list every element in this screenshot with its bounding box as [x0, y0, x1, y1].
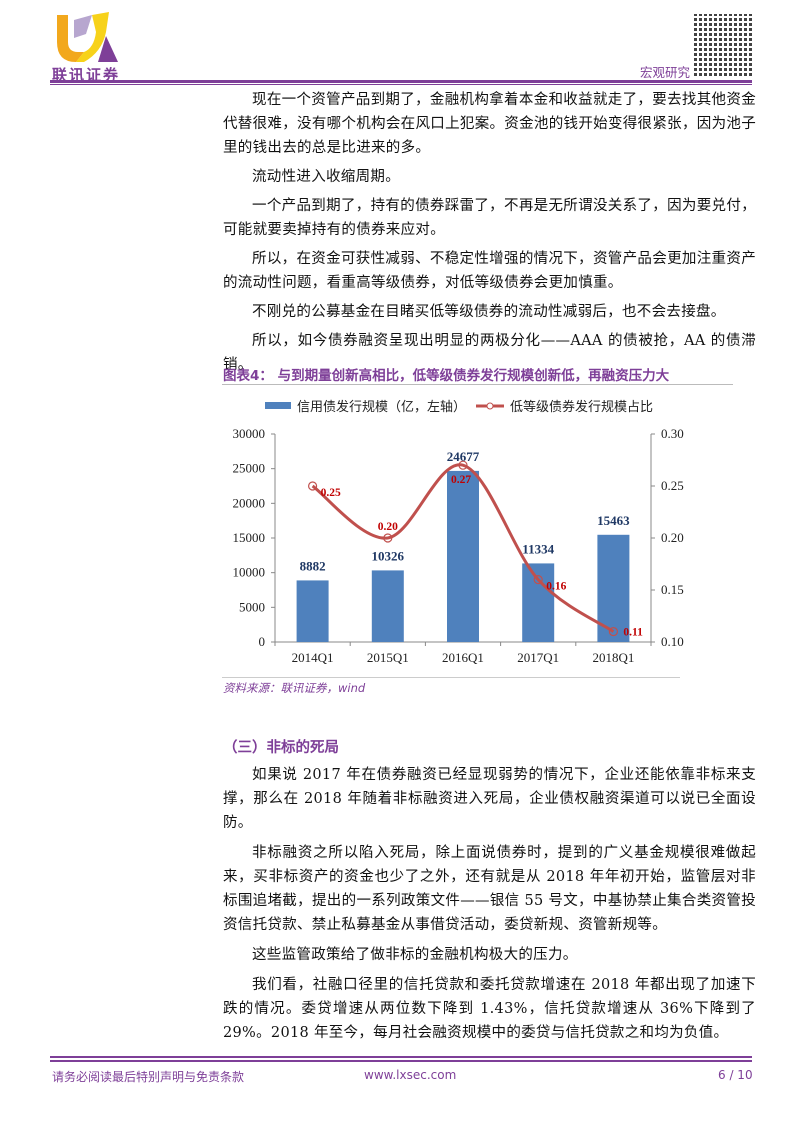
footer-disclaimer: 请务必阅读最后特别声明与免责条款	[52, 1070, 245, 1084]
x-tick-label: 2016Q1	[442, 650, 484, 665]
line-series	[311, 463, 615, 633]
paragraph: 我们看，社融口径里的信托贷款和委托贷款增速在 2018 年都出现了加速下跌的情况…	[223, 977, 756, 1041]
right-tick-label: 0.25	[661, 478, 684, 493]
x-tick-label: 2015Q1	[367, 650, 409, 665]
line-point	[458, 460, 468, 470]
x-tick-label: 2017Q1	[517, 650, 559, 665]
figure-title-rule	[222, 384, 733, 385]
company-logo	[54, 12, 118, 62]
paragraph: 这些监管政策给了做非标的金融机构极大的压力。	[252, 947, 578, 963]
line-data-label: 0.16	[546, 581, 566, 593]
paragraph: 不刚兑的公募基金在目睹买低等级债券的流动性减弱后，也不会去接盘。	[252, 304, 726, 320]
right-tick-label: 0.20	[661, 530, 684, 545]
paragraph: 流动性进入收缩周期。	[252, 169, 400, 185]
section-label: 宏观研究	[640, 65, 691, 80]
bar-data-label: 10326	[372, 548, 405, 563]
line-data-label: 0.25	[321, 487, 341, 499]
bar-data-label: 24677	[447, 449, 480, 464]
bar-data-label: 8882	[300, 558, 326, 573]
footer-page-number: 6 / 10	[718, 1068, 753, 1082]
section-heading: （三）非标的死局	[223, 740, 339, 756]
section-body: 如果说 2017 年在债券融资已经显现弱势的情况下，企业还能依靠非标来支撑，那么…	[223, 763, 756, 1051]
paragraph: 现在一个资管产品到期了，金融机构拿着本金和收益就走了，要去找其他资金代替很难，没…	[223, 92, 756, 156]
x-tick-label: 2014Q1	[292, 650, 334, 665]
body-top: 现在一个资管产品到期了，金融机构拿着本金和收益就走了，要去找其他资金代替很难，没…	[223, 88, 756, 382]
figure-title: 图表4： 与到期量创新高相比，低等级债券发行规模创新低，再融资压力大	[223, 368, 670, 384]
footer-divider	[50, 1056, 752, 1058]
bar	[296, 580, 329, 642]
bar	[522, 563, 555, 642]
paragraph: 所以，如今债券融资呈现出明显的两极分化——AAA 的债被抢，AA 的债滞销。	[223, 333, 756, 373]
line-point	[308, 481, 318, 491]
paragraph: 如果说 2017 年在债券融资已经显现弱势的情况下，企业还能依靠非标来支撑，那么…	[223, 767, 756, 831]
left-tick-label: 20000	[233, 495, 266, 510]
company-name: 联讯证券	[52, 66, 121, 84]
left-tick-label: 0	[259, 634, 266, 649]
bar-data-label: 15463	[597, 513, 630, 528]
legend-bar-swatch	[265, 402, 291, 409]
right-tick-label: 0.15	[661, 582, 684, 597]
left-tick-label: 30000	[233, 426, 266, 441]
bar	[371, 570, 404, 642]
paragraph: 所以，在资金可获性减弱、不稳定性增强的情况下，资管产品会更加注重资产的流动性问题…	[223, 251, 756, 291]
qr-code	[694, 14, 754, 76]
header-divider	[50, 80, 752, 83]
left-tick-label: 15000	[233, 530, 266, 545]
paragraph: 一个产品到期了，持有的债券踩雷了，不再是无所谓没关系了，因为要兑付，可能就要卖掉…	[223, 198, 756, 238]
legend-line-swatch	[476, 402, 504, 409]
source-rule	[222, 677, 680, 678]
left-tick-label: 10000	[233, 565, 266, 580]
legend-line-label: 低等级债券发行规模占比	[510, 400, 654, 415]
header-divider-thin	[50, 84, 752, 85]
line-point	[533, 574, 543, 585]
right-tick-label: 0.10	[661, 634, 684, 649]
legend-item-line: 低等级债券发行规模占比	[476, 396, 653, 415]
x-tick-label: 2018Q1	[592, 650, 634, 665]
footer-divider-2	[50, 1060, 752, 1062]
left-tick-label: 25000	[233, 461, 266, 476]
chart: 0 5000 10000 15000 20000 25000 30000 0.10 0.15 0.…	[233, 426, 684, 665]
line-data-label: 0.11	[623, 627, 643, 639]
figure-source: 资料来源：联讯证券，wind	[223, 681, 366, 695]
bar	[447, 470, 479, 642]
bar-data-label: 11334	[522, 541, 554, 556]
legend-bar-label: 信用债发行规模（亿，左轴）	[297, 400, 467, 415]
paragraph: 非标融资之所以陷入死局，除上面说债券时，提到的广义基金规模很难做起来，买非标资产…	[223, 845, 756, 933]
footer-website[interactable]: www.lxsec.com	[364, 1068, 457, 1082]
line-point	[383, 533, 393, 543]
right-tick-label: 0.30	[661, 426, 684, 441]
line-data-label: 0.20	[378, 521, 398, 533]
line-data-label: 0.27	[451, 474, 471, 486]
left-tick-label: 5000	[239, 599, 265, 614]
legend-item-bar: 信用债发行规模（亿，左轴）	[265, 396, 466, 415]
line-point	[608, 626, 619, 637]
